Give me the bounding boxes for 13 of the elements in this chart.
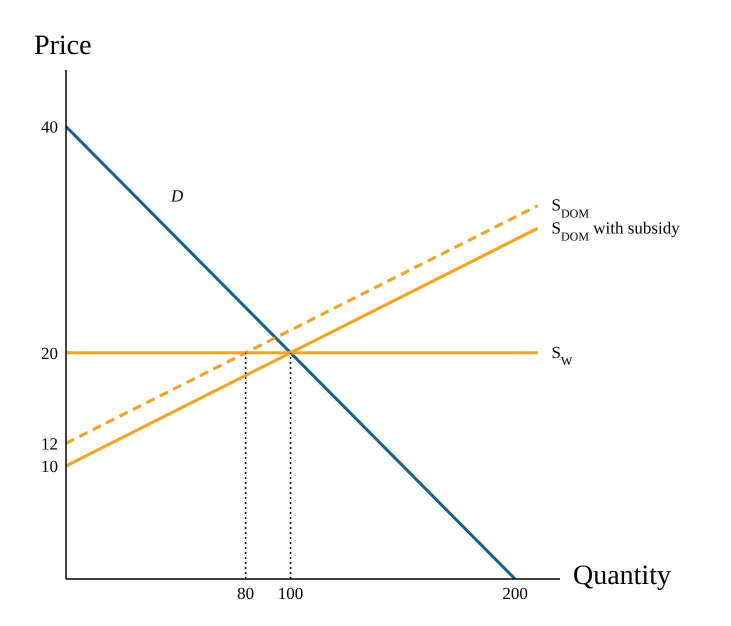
x-tick-label: 100 (278, 584, 304, 604)
y-tick-label: 20 (41, 344, 58, 363)
y-tick-label: 40 (41, 118, 58, 137)
x-tick-label: 200 (502, 584, 528, 604)
series-label: D (170, 186, 184, 206)
series-label: S$_{DOM}$ with subsidy (552, 218, 680, 244)
series-label: S$_{W}$ (552, 342, 574, 368)
y-tick-label: 10 (41, 456, 58, 476)
x-axis-title: Quantity (573, 560, 671, 592)
y-tick-label: 12 (41, 434, 58, 454)
series-label: S$_{DOM}$ (552, 196, 590, 221)
x-tick-label: 80 (237, 584, 254, 604)
y-axis-title: Price (34, 30, 92, 62)
